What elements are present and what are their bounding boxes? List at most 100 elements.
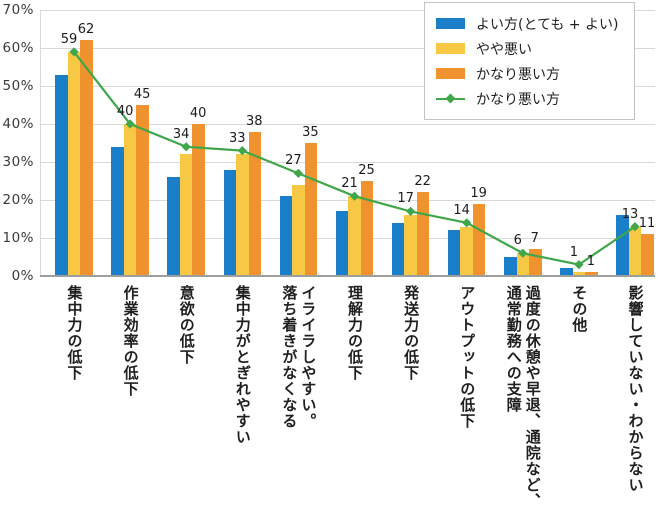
category-label-line: 作業効率の低下 <box>121 285 140 397</box>
category-label: 集中力がとぎれやすい <box>233 285 252 445</box>
bar <box>111 146 124 276</box>
gridline <box>40 47 655 49</box>
category-label: アウトプットの低下 <box>457 285 476 429</box>
bar <box>80 40 93 276</box>
category-label: 意欲の低下 <box>177 285 196 365</box>
line-point-label: 34 <box>172 126 190 142</box>
bar <box>628 226 642 276</box>
legend: よい方(とても + よい) やや悪いかなり悪い方 かなり悪い方 <box>424 2 635 120</box>
かなり悪い方-swatch-icon <box>436 68 465 79</box>
bar <box>585 272 598 276</box>
category-label-line: イライラしやすい。 <box>299 285 318 429</box>
y-axis-tick: 20% <box>2 192 34 208</box>
line-point-label: 17 <box>397 191 414 207</box>
line-point-label: 13 <box>621 206 639 222</box>
line-point-label: 33 <box>229 130 246 146</box>
diamond-glyph <box>445 93 456 104</box>
category-label: その他 <box>569 285 588 333</box>
bar-value-label: 40 <box>189 106 207 121</box>
bar <box>460 226 473 276</box>
bar <box>223 169 237 276</box>
legend-item: かなり悪い方 <box>436 86 628 111</box>
y-axis-tick: 50% <box>2 78 34 94</box>
y-axis-tick: 40% <box>2 116 34 132</box>
bar <box>447 230 461 276</box>
bar <box>123 124 137 276</box>
x-axis-line <box>40 275 655 277</box>
line-point-label: 59 <box>60 31 78 47</box>
bar-value-label: 35 <box>302 125 319 140</box>
y-axis-line <box>40 10 41 276</box>
y-axis-tick: 0% <box>11 268 34 284</box>
diamond-marker <box>181 142 191 152</box>
bar <box>516 253 530 276</box>
bar-value-label: 62 <box>77 22 95 38</box>
bar <box>136 105 149 276</box>
bar <box>335 211 349 276</box>
bar <box>529 249 542 276</box>
bar <box>167 177 180 276</box>
category-label: 集中力の低下 <box>65 285 84 381</box>
legend-item: よい方(とても + よい) <box>436 11 628 36</box>
diamond-marker <box>293 168 303 178</box>
legend-label: かなり悪い方 <box>476 66 560 83</box>
category-label-line: アウトプットの低下 <box>458 285 477 429</box>
category-label-line: 意欲の低下 <box>177 285 196 365</box>
bar <box>404 215 417 276</box>
bar <box>391 222 405 276</box>
y-axis-tick: 60% <box>2 40 34 56</box>
legend-label: かなり悪い方 <box>476 91 560 108</box>
bar-value-label: 22 <box>414 174 431 190</box>
category-label: 作業効率の低下 <box>121 285 140 397</box>
bar <box>192 124 205 276</box>
bar-value-label: 25 <box>358 163 375 178</box>
よい方(とても + よい)-swatch-icon <box>436 18 465 29</box>
bar <box>248 131 262 276</box>
bar-value-label: 7 <box>530 231 539 247</box>
category-label: 過度の休憩や早退、通院など、 通常勤務への支障 <box>504 285 542 509</box>
category-label-line: 理解力の低下 <box>346 285 364 381</box>
y-axis-tick: 30% <box>2 154 34 170</box>
line-point-label: 40 <box>116 104 134 119</box>
bar <box>360 181 374 276</box>
bar-value-label: 38 <box>246 113 263 129</box>
bar <box>348 196 361 276</box>
bar-value-label: 1 <box>586 254 596 270</box>
bar-value-label: 19 <box>470 185 487 201</box>
bar <box>616 215 629 276</box>
line-point-label: 21 <box>341 176 358 192</box>
category-label-line: 過度の休憩や早退、通院など、 <box>523 285 542 509</box>
category-label-line: その他 <box>570 285 589 333</box>
category-label: イライラしやすい。 落ち着きがなくなる <box>279 285 317 429</box>
bar <box>67 51 81 276</box>
category-label-line: 集中力の低下 <box>65 285 84 381</box>
bar-value-label: 11 <box>638 216 656 232</box>
line-swatch-icon <box>436 93 465 104</box>
line-point-label: 1 <box>569 244 579 260</box>
y-axis-tick: 70% <box>2 2 34 18</box>
legend-label: やや悪い <box>476 41 532 58</box>
bar <box>560 268 573 276</box>
bar <box>641 234 654 276</box>
bar <box>504 257 517 276</box>
category-label: 影響していない・わからない <box>626 285 645 493</box>
y-axis-tick: 10% <box>2 230 34 246</box>
category-label-line: 集中力がとぎれやすい <box>233 285 252 445</box>
line-point-label: 14 <box>453 202 470 218</box>
bar <box>55 74 68 276</box>
bar <box>279 196 293 276</box>
bar <box>236 154 249 276</box>
legend-item: やや悪い <box>436 36 628 61</box>
category-label-line: 発送力の低下 <box>402 285 421 381</box>
category-label-line: 影響していない・わからない <box>626 285 645 493</box>
category-label-line: 落ち着きがなくなる <box>280 285 299 429</box>
category-label-line: 通常勤務への支障 <box>504 285 523 413</box>
bar <box>179 154 193 276</box>
category-label: 発送力の低下 <box>401 285 420 381</box>
category-label: 理解力の低下 <box>345 285 364 381</box>
line-point-label: 6 <box>513 233 522 249</box>
bar-value-label: 45 <box>133 87 151 102</box>
line-point-label: 27 <box>285 153 302 169</box>
bar <box>572 272 586 276</box>
